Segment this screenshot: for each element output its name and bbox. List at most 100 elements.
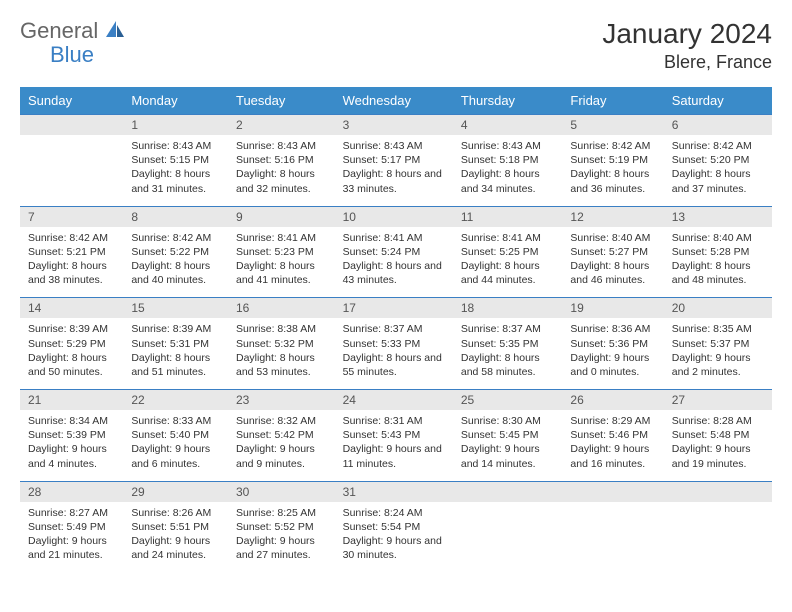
week-info-row: Sunrise: 8:39 AMSunset: 5:29 PMDaylight:…	[20, 318, 772, 389]
sunset-text: Sunset: 5:32 PM	[236, 337, 327, 351]
sunrise-text: Sunrise: 8:40 AM	[570, 231, 655, 245]
sunrise-text: Sunrise: 8:43 AM	[343, 139, 445, 153]
day-cell: Sunrise: 8:39 AMSunset: 5:29 PMDaylight:…	[20, 318, 123, 389]
day-cell: Sunrise: 8:39 AMSunset: 5:31 PMDaylight:…	[123, 318, 228, 389]
day-number	[664, 481, 772, 502]
sunset-text: Sunset: 5:40 PM	[131, 428, 220, 442]
day-cell: Sunrise: 8:42 AMSunset: 5:22 PMDaylight:…	[123, 227, 228, 298]
sunset-text: Sunset: 5:36 PM	[570, 337, 655, 351]
sunset-text: Sunset: 5:21 PM	[28, 245, 115, 259]
day-cell	[664, 502, 772, 573]
day-header-row: SundayMondayTuesdayWednesdayThursdayFrid…	[20, 87, 772, 115]
day-cell: Sunrise: 8:41 AMSunset: 5:23 PMDaylight:…	[228, 227, 335, 298]
day-cell: Sunrise: 8:24 AMSunset: 5:54 PMDaylight:…	[335, 502, 453, 573]
day-number: 23	[228, 390, 335, 411]
day-number: 28	[20, 481, 123, 502]
sunrise-text: Sunrise: 8:42 AM	[672, 139, 764, 153]
day-number: 8	[123, 206, 228, 227]
week-info-row: Sunrise: 8:43 AM Sunset: 5:15 PM Daylight:…	[20, 135, 772, 206]
sunrise-text: Sunrise: 8:43 AM	[461, 139, 555, 153]
sunset-text: Sunset: 5:18 PM	[461, 153, 555, 167]
day-number: 7	[20, 206, 123, 227]
day-cell: Sunrise: 8:41 AMSunset: 5:25 PMDaylight:…	[453, 227, 563, 298]
day-number: 3	[335, 115, 453, 136]
sunset-text: Sunset: 5:51 PM	[131, 520, 220, 534]
logo-sail-icon	[104, 19, 126, 44]
day-number: 14	[20, 298, 123, 319]
week-daynum-row: 123456	[20, 115, 772, 136]
daylight-text: Daylight: 9 hours and 24 minutes.	[131, 534, 220, 562]
day-number	[453, 481, 563, 502]
sunrise-text: Sunrise: 8:34 AM	[28, 414, 115, 428]
sunset-text: Sunset: 5:25 PM	[461, 245, 555, 259]
day-number: 11	[453, 206, 563, 227]
logo-text-blue: Blue	[50, 42, 94, 67]
daylight-text: Daylight: 8 hours and 40 minutes.	[131, 259, 220, 287]
sunrise-text: Sunrise: 8:30 AM	[461, 414, 555, 428]
day-cell: Sunrise: 8:27 AMSunset: 5:49 PMDaylight:…	[20, 502, 123, 573]
day-cell: Sunrise: 8:42 AMSunset: 5:19 PMDaylight:…	[562, 135, 663, 206]
day-cell: Sunrise: 8:26 AMSunset: 5:51 PMDaylight:…	[123, 502, 228, 573]
sunrise-text: Sunrise: 8:24 AM	[343, 506, 445, 520]
daylight-text: Daylight: 8 hours and 50 minutes.	[28, 351, 115, 379]
sunset-text: Sunset: 5:15 PM	[131, 153, 220, 167]
day-number: 25	[453, 390, 563, 411]
day-number: 9	[228, 206, 335, 227]
daylight-text: Daylight: 9 hours and 19 minutes.	[672, 442, 764, 470]
day-number: 5	[562, 115, 663, 136]
sunset-text: Sunset: 5:20 PM	[672, 153, 764, 167]
day-header: Tuesday	[228, 87, 335, 115]
day-number: 17	[335, 298, 453, 319]
daylight-text: Daylight: 9 hours and 27 minutes.	[236, 534, 327, 562]
day-number: 22	[123, 390, 228, 411]
sunset-text: Sunset: 5:29 PM	[28, 337, 115, 351]
week-daynum-row: 14151617181920	[20, 298, 772, 319]
week-daynum-row: 21222324252627	[20, 390, 772, 411]
day-cell: Sunrise: 8:35 AMSunset: 5:37 PMDaylight:…	[664, 318, 772, 389]
sunrise-text: Sunrise: 8:39 AM	[28, 322, 115, 336]
header: General January 2024 Blere, France	[20, 18, 772, 73]
sunset-text: Sunset: 5:49 PM	[28, 520, 115, 534]
sunrise-text: Sunrise: 8:25 AM	[236, 506, 327, 520]
sunset-text: Sunset: 5:22 PM	[131, 245, 220, 259]
sunset-text: Sunset: 5:48 PM	[672, 428, 764, 442]
daylight-text: Daylight: 9 hours and 21 minutes.	[28, 534, 115, 562]
day-cell: Sunrise: 8:37 AMSunset: 5:35 PMDaylight:…	[453, 318, 563, 389]
daylight-text: Daylight: 8 hours and 46 minutes.	[570, 259, 655, 287]
day-cell: Sunrise: 8:33 AMSunset: 5:40 PMDaylight:…	[123, 410, 228, 481]
sunrise-text: Sunrise: 8:37 AM	[461, 322, 555, 336]
sunset-text: Sunset: 5:54 PM	[343, 520, 445, 534]
day-cell: Sunrise: 8:30 AMSunset: 5:45 PMDaylight:…	[453, 410, 563, 481]
day-cell: Sunrise: 8:28 AMSunset: 5:48 PMDaylight:…	[664, 410, 772, 481]
daylight-text: Daylight: 8 hours and 48 minutes.	[672, 259, 764, 287]
daylight-text: Daylight: 8 hours and 43 minutes.	[343, 259, 445, 287]
day-header: Monday	[123, 87, 228, 115]
day-number: 12	[562, 206, 663, 227]
daylight-text: Daylight: 8 hours and 36 minutes.	[570, 167, 655, 195]
daylight-text: Daylight: 9 hours and 14 minutes.	[461, 442, 555, 470]
day-number: 21	[20, 390, 123, 411]
sunset-text: Sunset: 5:33 PM	[343, 337, 445, 351]
day-cell: Sunrise: 8:43 AMSunset: 5:15 PMDaylight:…	[123, 135, 228, 206]
day-number: 15	[123, 298, 228, 319]
week-info-row: Sunrise: 8:34 AMSunset: 5:39 PMDaylight:…	[20, 410, 772, 481]
day-cell: Sunrise: 8:38 AMSunset: 5:32 PMDaylight:…	[228, 318, 335, 389]
sunrise-text: Sunrise: 8:28 AM	[672, 414, 764, 428]
daylight-text: Daylight: 8 hours and 51 minutes.	[131, 351, 220, 379]
sunset-text: Sunset: 5:52 PM	[236, 520, 327, 534]
sunrise-text: Sunrise: 8:40 AM	[672, 231, 764, 245]
logo-text-blue-wrap: Blue	[54, 42, 94, 68]
day-cell: Sunrise: 8:40 AMSunset: 5:28 PMDaylight:…	[664, 227, 772, 298]
day-number: 31	[335, 481, 453, 502]
sunrise-text: Sunrise: 8:38 AM	[236, 322, 327, 336]
day-cell	[20, 135, 123, 206]
day-cell: Sunrise: 8:43 AMSunset: 5:18 PMDaylight:…	[453, 135, 563, 206]
logo-text-general: General	[20, 18, 98, 44]
sunrise-text: Sunrise: 8:31 AM	[343, 414, 445, 428]
sunset-text: Sunset: 5:24 PM	[343, 245, 445, 259]
daylight-text: Daylight: 9 hours and 0 minutes.	[570, 351, 655, 379]
day-cell: Sunrise: 8:37 AMSunset: 5:33 PMDaylight:…	[335, 318, 453, 389]
sunset-text: Sunset: 5:43 PM	[343, 428, 445, 442]
day-header: Saturday	[664, 87, 772, 115]
sunset-text: Sunset: 5:23 PM	[236, 245, 327, 259]
